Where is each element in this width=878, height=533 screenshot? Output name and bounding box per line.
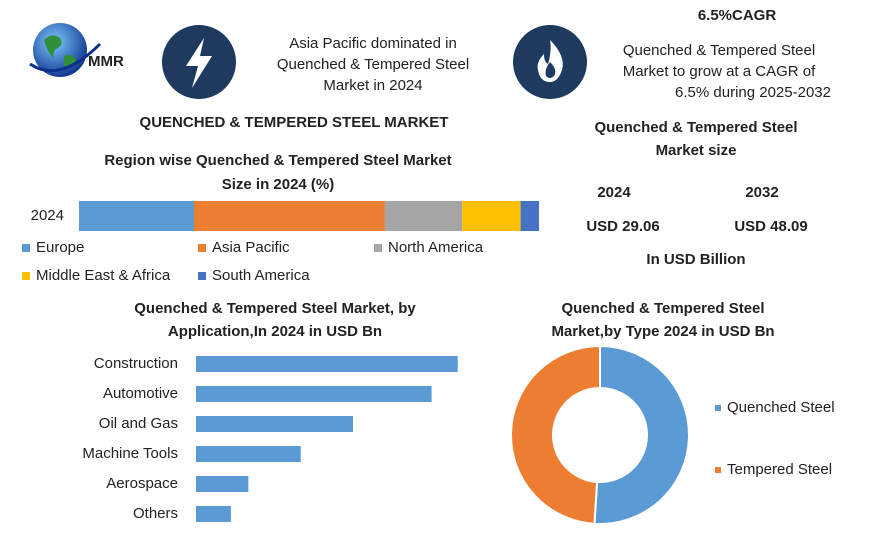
legend-label: North America bbox=[388, 239, 484, 256]
legend-swatch bbox=[715, 405, 721, 411]
legend-swatch bbox=[715, 467, 721, 473]
bar-segment bbox=[462, 201, 521, 231]
category-label: Machine Tools bbox=[82, 445, 178, 462]
chart-title: Quenched & Tempered Steel Market, by bbox=[134, 300, 416, 317]
chart-title: Quenched & Tempered Steel bbox=[561, 300, 764, 317]
lightning-icon bbox=[162, 25, 236, 99]
cagr-text: 6.5% during 2025-2032 bbox=[675, 84, 831, 101]
year-label: 2032 bbox=[745, 184, 778, 201]
bar bbox=[196, 416, 354, 432]
legend-swatch bbox=[198, 244, 206, 252]
bar bbox=[196, 476, 249, 492]
legend-label: Quenched Steel bbox=[727, 399, 835, 416]
bar-segment bbox=[79, 201, 194, 231]
category-label: Oil and Gas bbox=[99, 415, 178, 432]
chart-title: Size in 2024 (%) bbox=[222, 176, 335, 193]
market-size-title: Quenched & Tempered Steel bbox=[594, 119, 797, 136]
unit-label: In USD Billion bbox=[646, 251, 745, 268]
legend-swatch bbox=[374, 244, 382, 252]
market-value: USD 48.09 bbox=[734, 218, 807, 235]
legend-label: Middle East & Africa bbox=[36, 267, 171, 284]
legend-swatch bbox=[22, 272, 30, 280]
category-label: Aerospace bbox=[106, 475, 178, 492]
headline: Asia Pacific dominated in bbox=[289, 35, 457, 52]
donut-slice bbox=[593, 344, 690, 525]
chart-title: Region wise Quenched & Tempered Steel Ma… bbox=[104, 152, 451, 169]
legend-label: Europe bbox=[36, 239, 84, 256]
donut-slice bbox=[510, 344, 601, 525]
bar-segment bbox=[194, 201, 385, 231]
year-label: 2024 bbox=[597, 184, 631, 201]
legend-swatch bbox=[198, 272, 206, 280]
category-label: Automotive bbox=[103, 385, 178, 402]
bar bbox=[196, 506, 231, 522]
market-value: USD 29.06 bbox=[586, 218, 659, 235]
bar-segment bbox=[384, 201, 463, 231]
category-label: 2024 bbox=[31, 207, 64, 224]
cagr-text: Market to grow at a CAGR of bbox=[623, 63, 816, 80]
legend-swatch bbox=[22, 244, 30, 252]
legend-label: Asia Pacific bbox=[212, 239, 290, 256]
chart-title: Application,In 2024 in USD Bn bbox=[168, 323, 382, 340]
bar bbox=[196, 356, 458, 372]
category-label: Construction bbox=[94, 355, 178, 372]
bar-segment bbox=[520, 201, 539, 231]
bar bbox=[196, 446, 301, 462]
bar bbox=[196, 386, 432, 402]
legend-label: Tempered Steel bbox=[727, 461, 832, 478]
headline: Quenched & Tempered Steel bbox=[277, 56, 469, 73]
chart-title: Market,by Type 2024 in USD Bn bbox=[551, 323, 774, 340]
category-label: Others bbox=[133, 505, 178, 522]
market-size-title: Market size bbox=[656, 142, 737, 159]
main-title: QUENCHED & TEMPERED STEEL MARKET bbox=[140, 114, 449, 131]
cagr-title: 6.5%CAGR bbox=[698, 7, 777, 24]
flame-icon bbox=[513, 25, 587, 99]
logo bbox=[29, 23, 102, 77]
logo-text: MMR bbox=[88, 53, 124, 70]
headline: Market in 2024 bbox=[323, 77, 422, 94]
legend-label: South America bbox=[212, 267, 310, 284]
cagr-text: Quenched & Tempered Steel bbox=[623, 42, 815, 59]
